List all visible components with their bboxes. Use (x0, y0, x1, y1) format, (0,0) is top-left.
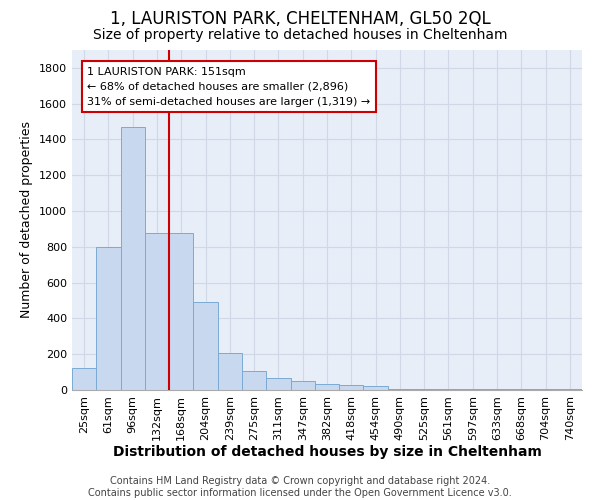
Bar (558, 389, 582, 390)
Bar (218, 354, 242, 390)
Bar (388, 389, 412, 390)
Bar (193, 302, 218, 390)
Text: Size of property relative to detached houses in Cheltenham: Size of property relative to detached ho… (93, 28, 507, 42)
Bar (169, 234, 193, 390)
X-axis label: Distribution of detached houses by size in Cheltenham: Distribution of detached houses by size … (113, 446, 541, 460)
Bar (266, 378, 290, 390)
Bar (290, 381, 315, 390)
Bar (145, 234, 169, 390)
Bar (485, 389, 509, 390)
Bar (339, 384, 364, 390)
Text: Contains HM Land Registry data © Crown copyright and database right 2024.
Contai: Contains HM Land Registry data © Crown c… (88, 476, 512, 498)
Bar (121, 127, 145, 390)
Bar (533, 389, 558, 390)
Bar (96, 247, 121, 390)
Bar (315, 384, 339, 390)
Y-axis label: Number of detached properties: Number of detached properties (20, 122, 34, 318)
Text: 1, LAURISTON PARK, CHELTENHAM, GL50 2QL: 1, LAURISTON PARK, CHELTENHAM, GL50 2QL (110, 10, 490, 28)
Bar (242, 371, 266, 390)
Bar (412, 389, 436, 390)
Bar (509, 389, 533, 390)
Bar (364, 386, 388, 390)
Bar (461, 389, 485, 390)
Bar (436, 389, 461, 390)
Bar (72, 368, 96, 390)
Text: 1 LAURISTON PARK: 151sqm
← 68% of detached houses are smaller (2,896)
31% of sem: 1 LAURISTON PARK: 151sqm ← 68% of detach… (88, 67, 371, 106)
